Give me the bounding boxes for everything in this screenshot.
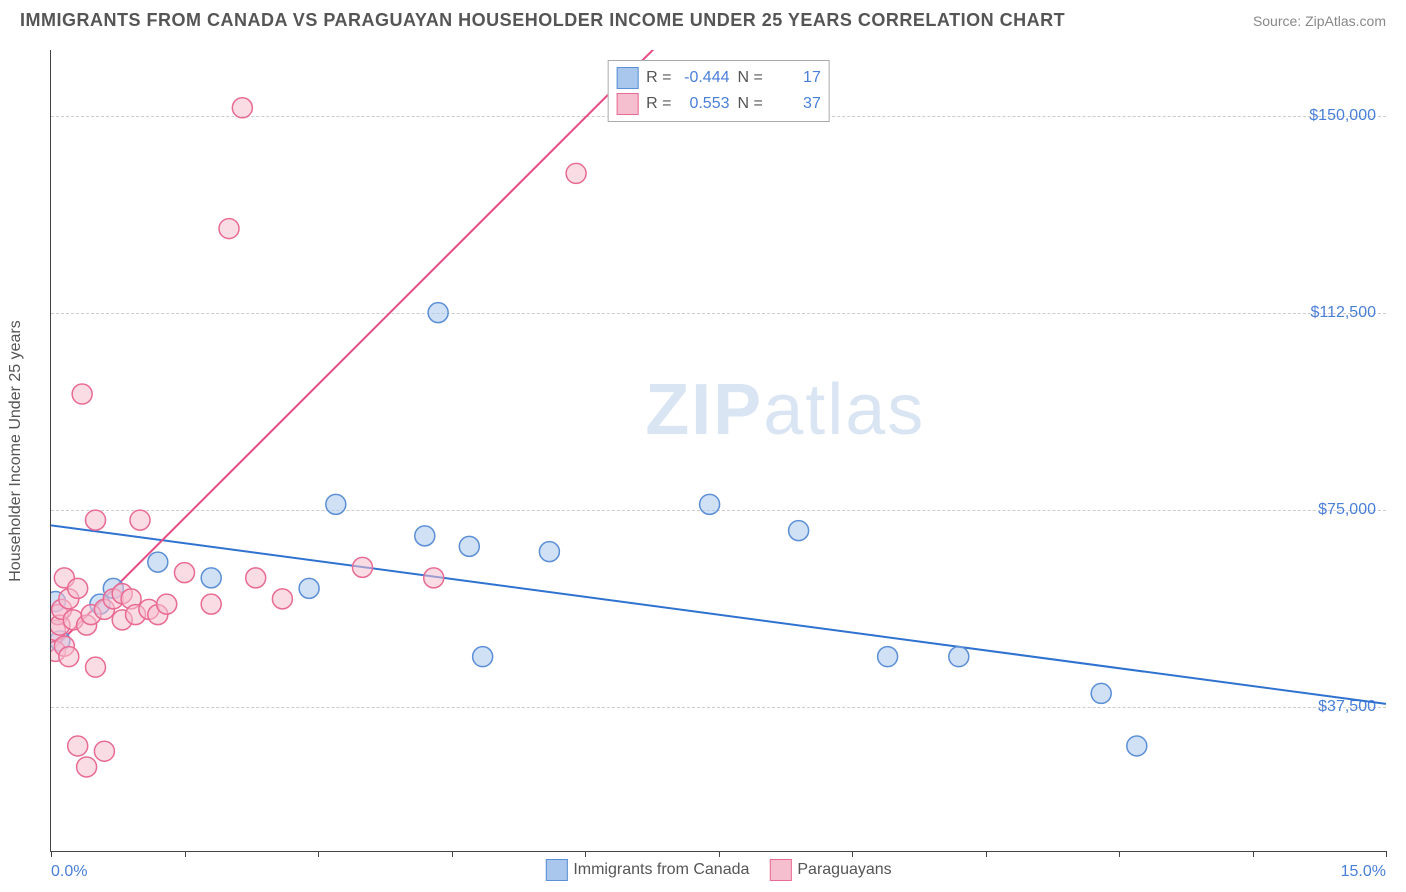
data-point bbox=[94, 741, 114, 761]
data-point bbox=[86, 657, 106, 677]
data-point bbox=[201, 594, 221, 614]
data-point bbox=[219, 219, 239, 239]
legend-swatch-icon bbox=[769, 859, 791, 881]
data-point bbox=[1091, 683, 1111, 703]
data-point bbox=[428, 303, 448, 323]
x-tick bbox=[719, 851, 720, 857]
data-point bbox=[949, 647, 969, 667]
data-point bbox=[1127, 736, 1147, 756]
x-tick bbox=[585, 851, 586, 857]
data-point bbox=[72, 384, 92, 404]
data-point bbox=[272, 589, 292, 609]
data-point bbox=[148, 552, 168, 572]
x-tick bbox=[51, 851, 52, 857]
data-point bbox=[175, 563, 195, 583]
legend-swatch-icon bbox=[545, 859, 567, 881]
legend-swatch-icon bbox=[616, 93, 638, 115]
data-point bbox=[539, 542, 559, 562]
data-point bbox=[878, 647, 898, 667]
data-point bbox=[59, 647, 79, 667]
data-point bbox=[415, 526, 435, 546]
legend-swatch-icon bbox=[616, 67, 638, 89]
x-tick bbox=[986, 851, 987, 857]
legend-item: Paraguayans bbox=[769, 859, 891, 881]
legend-r-value: -0.444 bbox=[680, 69, 730, 87]
legend-n-value: 17 bbox=[771, 69, 821, 87]
data-point bbox=[201, 568, 221, 588]
legend-n-label: N = bbox=[738, 69, 763, 87]
chart-plot-area: Householder Income Under 25 years ZIPatl… bbox=[50, 50, 1386, 852]
data-point bbox=[86, 510, 106, 530]
data-point bbox=[326, 494, 346, 514]
data-point bbox=[789, 521, 809, 541]
chart-source: Source: ZipAtlas.com bbox=[1253, 13, 1386, 29]
x-tick bbox=[1386, 851, 1387, 857]
trend-line bbox=[51, 525, 1386, 704]
legend-n-value: 37 bbox=[771, 95, 821, 113]
data-point bbox=[77, 757, 97, 777]
x-tick bbox=[318, 851, 319, 857]
x-axis-min-label: 0.0% bbox=[51, 863, 87, 881]
data-point bbox=[130, 510, 150, 530]
legend-correlation: R = -0.444 N = 17 R = 0.553 N = 37 bbox=[607, 60, 830, 122]
legend-item: Immigrants from Canada bbox=[545, 859, 749, 881]
chart-header: IMMIGRANTS FROM CANADA VS PARAGUAYAN HOU… bbox=[0, 0, 1406, 36]
y-axis-title: Householder Income Under 25 years bbox=[7, 320, 25, 581]
data-point bbox=[157, 594, 177, 614]
scatter-plot-svg bbox=[51, 50, 1386, 851]
data-point bbox=[473, 647, 493, 667]
legend-r-label: R = bbox=[646, 69, 671, 87]
x-tick bbox=[1119, 851, 1120, 857]
legend-n-label: N = bbox=[738, 95, 763, 113]
legend-series: Immigrants from Canada Paraguayans bbox=[545, 859, 891, 881]
x-tick bbox=[1253, 851, 1254, 857]
legend-row: R = 0.553 N = 37 bbox=[616, 91, 821, 117]
x-tick bbox=[852, 851, 853, 857]
data-point bbox=[68, 736, 88, 756]
data-point bbox=[232, 98, 252, 118]
chart-title: IMMIGRANTS FROM CANADA VS PARAGUAYAN HOU… bbox=[20, 10, 1065, 31]
data-point bbox=[353, 557, 373, 577]
data-point bbox=[700, 494, 720, 514]
legend-r-label: R = bbox=[646, 95, 671, 113]
legend-item-label: Immigrants from Canada bbox=[573, 861, 749, 879]
data-point bbox=[424, 568, 444, 588]
data-point bbox=[246, 568, 266, 588]
data-point bbox=[459, 536, 479, 556]
x-tick bbox=[185, 851, 186, 857]
legend-r-value: 0.553 bbox=[680, 95, 730, 113]
data-point bbox=[566, 163, 586, 183]
legend-row: R = -0.444 N = 17 bbox=[616, 65, 821, 91]
x-tick bbox=[452, 851, 453, 857]
data-point bbox=[299, 578, 319, 598]
x-axis-max-label: 15.0% bbox=[1341, 863, 1386, 881]
legend-item-label: Paraguayans bbox=[797, 861, 891, 879]
data-point bbox=[68, 578, 88, 598]
